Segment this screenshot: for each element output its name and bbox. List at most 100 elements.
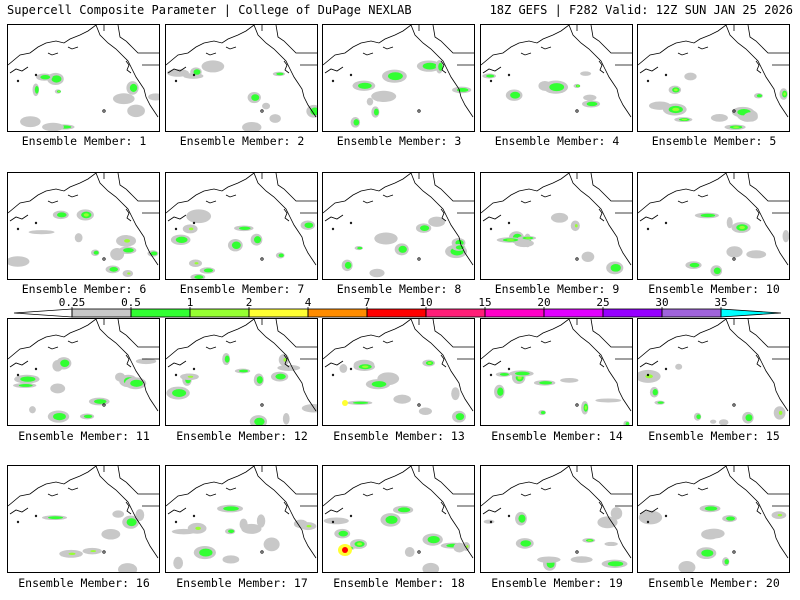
scp-contours [8, 209, 159, 277]
ensemble-member-panel-13 [322, 318, 475, 426]
colorbar-tick-label: 30 [655, 296, 668, 309]
coastline-layer [481, 25, 632, 118]
ensemble-member-label: Ensemble Member: 16 [18, 576, 150, 590]
colorbar-segment [661, 308, 722, 318]
member-map-4 [481, 25, 632, 118]
colorbar-segment [307, 308, 368, 318]
coastline-layer [8, 25, 159, 118]
colorbar-segment [366, 308, 427, 318]
ensemble-member-panel-4 [480, 24, 633, 132]
coastline-layer [481, 173, 632, 266]
ensemble-member-panel-20 [637, 465, 790, 573]
scp-contours [350, 60, 472, 128]
ensemble-member-panel-6 [7, 172, 160, 280]
ensemble-member-label: Ensemble Member: 8 [336, 282, 462, 296]
ensemble-member-label: Ensemble Member: 17 [176, 576, 308, 590]
ensemble-member-label: Ensemble Member: 11 [18, 429, 150, 443]
coastline-layer [481, 466, 632, 559]
ensemble-member-label: Ensemble Member: 15 [648, 429, 780, 443]
member-map-16 [8, 466, 159, 572]
ensemble-member-panel-7 [165, 172, 318, 280]
member-map-3 [323, 25, 474, 128]
ensemble-member-label: Ensemble Member: 3 [336, 134, 462, 148]
scp-contours [170, 209, 315, 279]
scp-contours [171, 504, 317, 570]
coastline-layer [638, 173, 789, 266]
scp-contours [41, 509, 145, 572]
colorbar-tick-label: 15 [478, 296, 491, 309]
coastline-layer [323, 319, 474, 412]
ensemble-member-label: Ensemble Member: 6 [21, 282, 147, 296]
colorbar-tick-label: 20 [537, 296, 550, 309]
member-map-14 [481, 319, 632, 425]
scp-contours [685, 212, 789, 277]
member-map-8 [323, 173, 474, 278]
colorbar-segment [543, 308, 604, 318]
colorbar-tick-label: 2 [246, 296, 253, 309]
ensemble-member-panel-5 [637, 24, 790, 132]
scp-contours [341, 216, 468, 278]
ensemble-member-label: Ensemble Member: 1 [21, 134, 147, 148]
member-map-15 [638, 319, 789, 425]
member-map-1 [8, 25, 159, 131]
colorbar-right-arrow [720, 308, 782, 318]
ensemble-member-label: Ensemble Member: 2 [179, 134, 305, 148]
coastline-layer [166, 173, 317, 266]
colorbar-segment [71, 308, 132, 318]
colorbar: 0.25 0.5 1 2 4 7 10 15 20 25 30 35 [13, 296, 782, 318]
member-map-10 [638, 173, 789, 277]
colorbar-left-arrow [13, 308, 73, 318]
coastline-layer [8, 319, 159, 412]
ensemble-member-label: Ensemble Member: 5 [651, 134, 777, 148]
coastline-layer [638, 319, 789, 412]
member-map-5 [638, 25, 789, 130]
scp-contours [494, 370, 630, 425]
coastline-layer [323, 173, 474, 266]
colorbar-tick-label: 10 [419, 296, 432, 309]
colorbar-tick-label: 7 [364, 296, 371, 309]
ensemble-member-label: Ensemble Member: 4 [494, 134, 620, 148]
member-map-20 [638, 466, 789, 572]
member-map-12 [166, 319, 317, 425]
member-map-19 [481, 466, 632, 571]
scp-contours [339, 359, 466, 423]
colorbar-segment [130, 308, 191, 318]
ensemble-member-label: Ensemble Member: 14 [491, 429, 623, 443]
member-map-17 [166, 466, 317, 570]
coastline-layer [166, 466, 317, 559]
coastline-layer [8, 466, 159, 559]
colorbar-segment [248, 308, 309, 318]
ensemble-member-panel-11 [7, 318, 160, 426]
ensemble-member-panel-9 [480, 172, 633, 280]
member-map-18 [323, 466, 474, 572]
chart-title: Supercell Composite Parameter | College … [7, 3, 412, 17]
scp-contours [166, 60, 317, 131]
ensemble-member-panel-18 [322, 465, 475, 573]
scp-contours [638, 504, 787, 572]
colorbar-tick-label: 0.5 [121, 296, 141, 309]
scp-contours [20, 72, 159, 131]
ensemble-member-panel-17 [165, 465, 318, 573]
coastline-layer [166, 25, 317, 118]
ensemble-member-label: Ensemble Member: 13 [333, 429, 465, 443]
colorbar-segment [425, 308, 486, 318]
member-map-6 [8, 173, 159, 277]
colorbar-tick-label: 0.25 [59, 296, 86, 309]
scp-contours [166, 353, 317, 425]
member-map-13 [323, 319, 474, 423]
member-map-7 [166, 173, 317, 279]
coastline-layer [481, 319, 632, 412]
ensemble-member-label: Ensemble Member: 7 [179, 282, 305, 296]
coastline-layer [638, 466, 789, 559]
ensemble-member-panel-12 [165, 318, 318, 426]
colorbar-tick-label: 1 [187, 296, 194, 309]
ensemble-member-panel-19 [480, 465, 633, 573]
ensemble-member-panel-2 [165, 24, 318, 132]
scp-contours [496, 212, 624, 275]
colorbar-segment [189, 308, 250, 318]
scp-contours [323, 505, 471, 572]
scp-contours [482, 71, 601, 108]
colorbar-tick-label: 25 [596, 296, 609, 309]
colorbar-tick-label: 4 [305, 296, 312, 309]
coastline-layer [638, 25, 789, 118]
